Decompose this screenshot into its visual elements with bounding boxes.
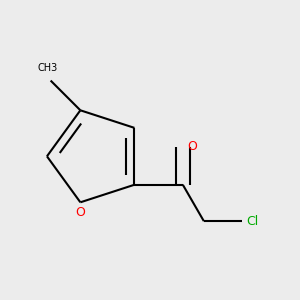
Text: Cl: Cl (247, 215, 259, 228)
Text: O: O (75, 206, 85, 219)
Text: CH3: CH3 (37, 63, 57, 73)
Text: O: O (187, 140, 197, 153)
